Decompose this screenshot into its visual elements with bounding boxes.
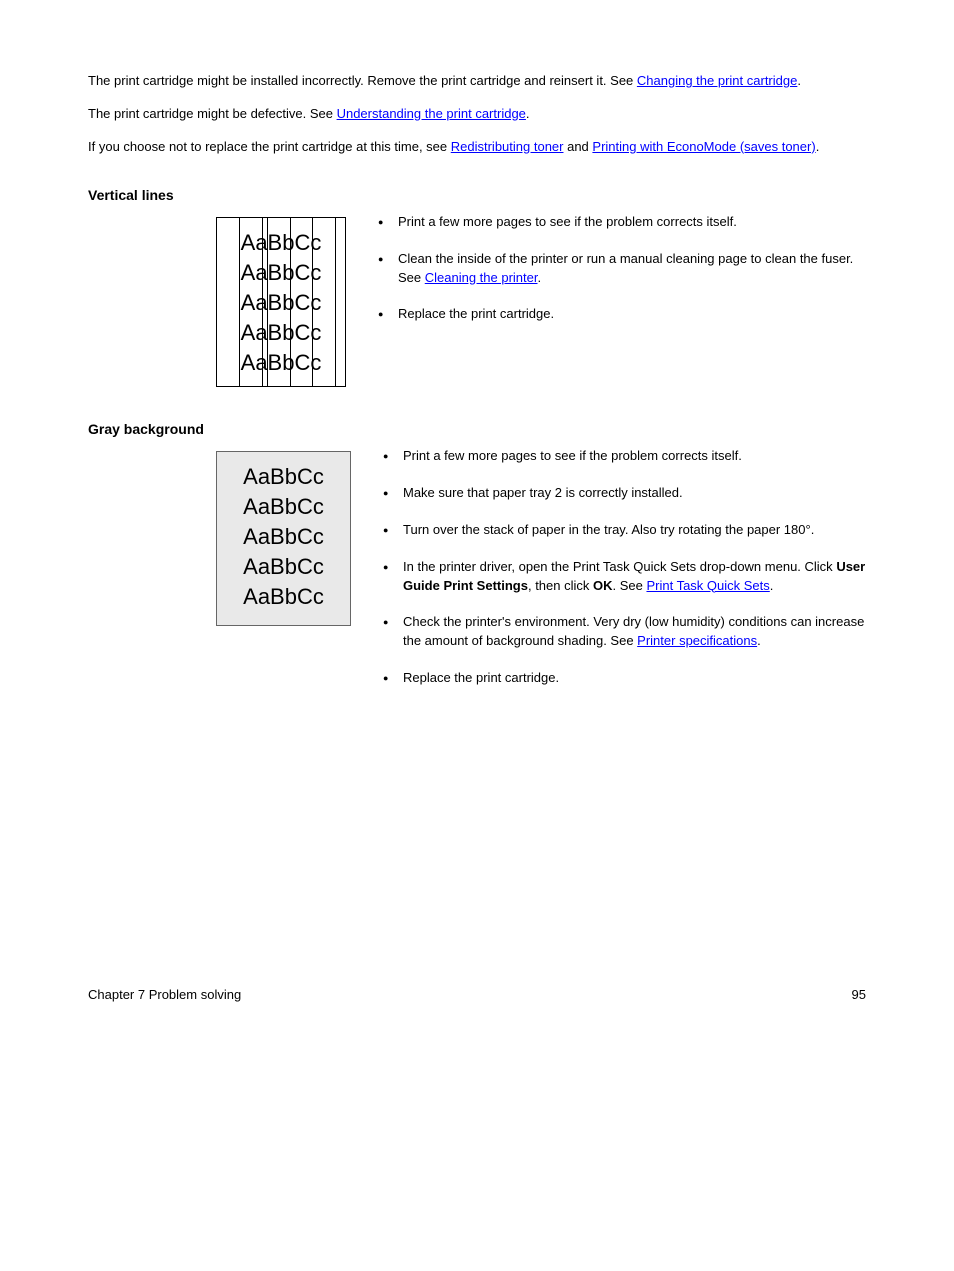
bullet-text: Print a few more pages to see if the pro… xyxy=(403,448,742,463)
intro-para-1: The print cartridge might be installed i… xyxy=(88,72,866,91)
gray-bullet: Print a few more pages to see if the pro… xyxy=(383,447,866,466)
bullet-text: Turn over the stack of paper in the tray… xyxy=(403,522,814,537)
intro-para-2-post: . xyxy=(526,106,530,121)
intro-para-2-pre: The print cartridge might be defective. … xyxy=(88,106,337,121)
bullet-text: In the printer driver, open the Print Ta… xyxy=(403,559,836,574)
gray-bullet: Make sure that paper tray 2 is correctly… xyxy=(383,484,866,503)
figure-gray-background: AaBbCcAaBbCcAaBbCcAaBbCcAaBbCc xyxy=(216,451,351,626)
link-changing-print-cartridge[interactable]: Changing the print cartridge xyxy=(637,73,797,88)
figure-text-line: AaBbCc xyxy=(217,582,350,612)
footer-chapter: Chapter 7 Problem solving xyxy=(88,986,241,1005)
figure-vertical-lines: AaBbCcAaBbCcAaBbCcAaBbCcAaBbCc xyxy=(216,217,346,387)
bullets-vlines: Print a few more pages to see if the pro… xyxy=(378,213,866,324)
figure-text-line: AaBbCc xyxy=(217,258,345,288)
figure-vline xyxy=(267,218,268,386)
cross-ref-link[interactable]: Print Task Quick Sets xyxy=(646,578,769,593)
figure-vline xyxy=(290,218,291,386)
figure-vline xyxy=(239,218,240,386)
intro-para-1-pre: The print cartridge might be installed i… xyxy=(88,73,637,88)
footer-page-number: 95 xyxy=(852,986,866,1005)
figure-vlines-text: AaBbCcAaBbCcAaBbCcAaBbCcAaBbCc xyxy=(217,228,345,378)
intro-para-1-post: . xyxy=(797,73,801,88)
cross-ref-link[interactable]: Printer specifications xyxy=(637,633,757,648)
bullet-text: Print a few more pages to see if the pro… xyxy=(398,214,737,229)
figure-text-line: AaBbCc xyxy=(217,552,350,582)
vlines-bullet: Clean the inside of the printer or run a… xyxy=(378,250,866,288)
figure-text-gray: Print a few more pages to see if the pro… xyxy=(383,447,866,706)
figure-text-line: AaBbCc xyxy=(217,288,345,318)
gray-bullet: Check the printer's environment. Very dr… xyxy=(383,613,866,651)
vlines-bullet: Replace the print cartridge. xyxy=(378,305,866,324)
bullet-text: Replace the print cartridge. xyxy=(398,306,554,321)
bullet-text: . xyxy=(770,578,774,593)
figure-row-gray: AaBbCcAaBbCcAaBbCcAaBbCcAaBbCc Print a f… xyxy=(88,447,866,706)
bullet-text: Replace the print cartridge. xyxy=(403,670,559,685)
bullet-text: , then click xyxy=(528,578,593,593)
intro-hpline-after1: and xyxy=(563,139,592,154)
section-title-vertical-lines: Vertical lines xyxy=(88,185,866,205)
figure-text-line: AaBbCc xyxy=(217,318,345,348)
link-understanding-print-cartridge[interactable]: Understanding the print cartridge xyxy=(337,106,526,121)
figure-text-line: AaBbCc xyxy=(217,228,345,258)
gray-bullet: In the printer driver, open the Print Ta… xyxy=(383,558,866,596)
figure-vline xyxy=(262,218,263,386)
gray-bullet: Turn over the stack of paper in the tray… xyxy=(383,521,866,540)
figure-text-vlines: Print a few more pages to see if the pro… xyxy=(378,213,866,342)
bullet-text: Make sure that paper tray 2 is correctly… xyxy=(403,485,683,500)
intro-section: The print cartridge might be installed i… xyxy=(88,72,866,157)
bullet-text: . See xyxy=(613,578,647,593)
link-redistributing-toner[interactable]: Redistributing toner xyxy=(451,139,564,154)
bullet-text: . xyxy=(757,633,761,648)
page-footer: Chapter 7 Problem solving 95 xyxy=(88,986,866,1005)
section-vertical-lines: Vertical lines AaBbCcAaBbCcAaBbCcAaBbCcA… xyxy=(88,185,866,391)
bullet-text: . xyxy=(538,270,542,285)
figure-text-line: AaBbCc xyxy=(217,462,350,492)
figure-vline xyxy=(312,218,313,386)
section-title-gray-background: Gray background xyxy=(88,419,866,439)
intro-para-2: The print cartridge might be defective. … xyxy=(88,105,866,124)
bullet-bold: OK xyxy=(593,578,613,593)
figure-vline xyxy=(335,218,336,386)
section-gray-background: Gray background AaBbCcAaBbCcAaBbCcAaBbCc… xyxy=(88,419,866,706)
intro-hpline-pre: If you choose not to replace the print c… xyxy=(88,139,451,154)
intro-para-hpline: If you choose not to replace the print c… xyxy=(88,138,866,157)
gray-bullet: Replace the print cartridge. xyxy=(383,669,866,688)
link-printing-econo-mode[interactable]: Printing with EconoMode (saves toner) xyxy=(592,139,815,154)
intro-hpline-post: . xyxy=(816,139,820,154)
figure-text-line: AaBbCc xyxy=(217,348,345,378)
bullet-text: Check the printer's environment. Very dr… xyxy=(403,614,864,648)
vlines-bullet: Print a few more pages to see if the pro… xyxy=(378,213,866,232)
bullets-gray: Print a few more pages to see if the pro… xyxy=(383,447,866,688)
figure-text-line: AaBbCc xyxy=(217,492,350,522)
cross-ref-link[interactable]: Cleaning the printer xyxy=(425,270,538,285)
figure-text-line: AaBbCc xyxy=(217,522,350,552)
figure-row-vlines: AaBbCcAaBbCcAaBbCcAaBbCcAaBbCc Print a f… xyxy=(88,213,866,391)
